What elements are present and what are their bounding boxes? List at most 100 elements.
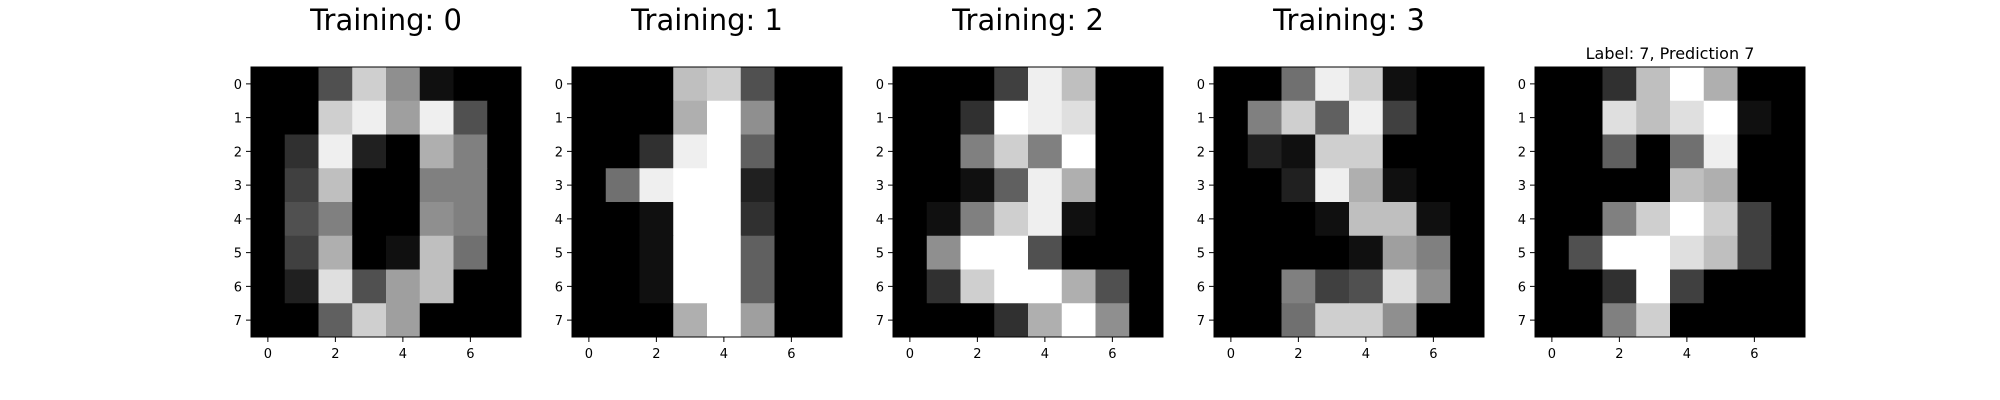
y-tick-label: 7 <box>1197 314 1205 329</box>
heatmap-cell-r0-c7 <box>808 67 843 102</box>
x-tick-label: 6 <box>466 347 474 362</box>
heatmap-cell-r5-c2 <box>1281 235 1316 270</box>
y-tick-label: 0 <box>1518 78 1526 93</box>
x-tick-label: 0 <box>906 347 914 362</box>
heatmap-cell-r4-c4 <box>386 202 421 237</box>
heatmap-cell-r7-c4 <box>1028 303 1063 338</box>
y-tick-label: 1 <box>234 112 242 127</box>
heatmap-cell-r0-c4 <box>386 67 421 102</box>
digit-panel-0: Training: 0 0 1 2 3 4 5 6 7 0 2 4 6 <box>234 3 522 362</box>
heatmap-cell-r7-c0 <box>1214 303 1249 338</box>
heatmap-cell-r1-c7 <box>1771 100 1806 135</box>
heatmap-cell-r2-c7 <box>808 134 843 169</box>
heatmap-cell-r1-c3 <box>1636 100 1671 135</box>
heatmap-cell-r0-c4 <box>1670 67 1705 102</box>
heatmap-cell-r4-c6 <box>1737 202 1772 237</box>
heatmap-cell-r7-c7 <box>487 303 522 338</box>
heatmap-cell-r6-c6 <box>1095 269 1130 304</box>
heatmap-cell-r3-c3 <box>352 168 387 203</box>
heatmap-cell-r5-c7 <box>808 235 843 270</box>
heatmap-cell-r5-c1 <box>1568 235 1603 270</box>
heatmap-cell-r4-c5 <box>1382 202 1417 237</box>
heatmap-cell-r2-c2 <box>1281 134 1316 169</box>
heatmap-cell-r6-c5 <box>1382 269 1417 304</box>
heatmap-cell-r2-c5 <box>1382 134 1417 169</box>
heatmap-cell-r7-c5 <box>419 303 454 338</box>
heatmap-cell-r3-c6 <box>774 168 809 203</box>
heatmap-cell-r0-c7 <box>1129 67 1164 102</box>
heatmap-cell-r5-c2 <box>960 235 995 270</box>
heatmap-cell-r7-c1 <box>605 303 640 338</box>
heatmap-cell-r7-c2 <box>318 303 353 338</box>
heatmap-cell-r2-c7 <box>1450 134 1485 169</box>
heatmap-cell-r4-c2 <box>1602 202 1637 237</box>
x-tick-label: 6 <box>1750 347 1758 362</box>
y-tick-label: 1 <box>1518 112 1526 127</box>
y-tick-label: 3 <box>1518 179 1526 194</box>
panel-title: Training: 1 <box>630 3 783 37</box>
heatmap-cell-r3-c4 <box>1028 168 1063 203</box>
heatmap-cell-r5-c2 <box>639 235 674 270</box>
heatmap-cell-r4-c1 <box>1247 202 1282 237</box>
heatmap-cell-r7-c6 <box>453 303 488 338</box>
heatmap-cell-r2-c6 <box>774 134 809 169</box>
heatmap-cell-r6-c3 <box>352 269 387 304</box>
heatmap-cell-r4-c4 <box>1349 202 1384 237</box>
heatmap-cell-r5-c0 <box>893 235 928 270</box>
heatmap-cells <box>893 67 1164 338</box>
heatmap-cell-r0-c1 <box>605 67 640 102</box>
heatmap-cell-r6-c6 <box>453 269 488 304</box>
y-tick-label: 5 <box>234 247 242 262</box>
axes-frame <box>250 66 522 338</box>
heatmap-cell-r6-c0 <box>893 269 928 304</box>
heatmap-cell-r5-c3 <box>1315 235 1350 270</box>
heatmap-cell-r4-c6 <box>1095 202 1130 237</box>
heatmap-cell-r5-c1 <box>926 235 961 270</box>
heatmap-cell-r7-c4 <box>386 303 421 338</box>
x-tick-label: 4 <box>399 347 407 362</box>
heatmap-cell-r5-c5 <box>1061 235 1096 270</box>
y-tick-label: 7 <box>234 314 242 329</box>
heatmap-cell-r7-c7 <box>1450 303 1485 338</box>
heatmap-cell-r6-c7 <box>1129 269 1164 304</box>
heatmap-cell-r2-c0 <box>572 134 607 169</box>
heatmap-cell-r1-c0 <box>1535 100 1570 135</box>
heatmap-cell-r3-c0 <box>1535 168 1570 203</box>
heatmap-cell-r3-c0 <box>572 168 607 203</box>
heatmap-cell-r5-c3 <box>994 235 1029 270</box>
y-tick-label: 2 <box>234 145 242 160</box>
heatmap-cell-r0-c2 <box>1281 67 1316 102</box>
heatmap-cell-r1-c2 <box>960 100 995 135</box>
heatmap-cell-r1-c5 <box>419 100 454 135</box>
heatmap-cell-r7-c1 <box>1568 303 1603 338</box>
heatmap-cell-r6-c7 <box>1771 269 1806 304</box>
heatmap-cell-r2-c6 <box>1095 134 1130 169</box>
heatmap-cell-r6-c2 <box>1602 269 1637 304</box>
y-tick-label: 4 <box>1197 213 1205 228</box>
heatmap-cell-r7-c3 <box>1315 303 1350 338</box>
heatmap-cell-r6-c5 <box>419 269 454 304</box>
heatmap-cell-r6-c0 <box>1214 269 1249 304</box>
x-tick-label: 2 <box>652 347 660 362</box>
heatmap-cell-r5-c6 <box>453 235 488 270</box>
heatmap-cell-r1-c0 <box>1214 100 1249 135</box>
heatmap-cell-r3-c6 <box>1095 168 1130 203</box>
heatmap-cell-r5-c5 <box>740 235 775 270</box>
heatmap-cell-r3-c7 <box>1129 168 1164 203</box>
heatmap-cell-r2-c3 <box>1315 134 1350 169</box>
heatmap-cell-r6-c4 <box>707 269 742 304</box>
x-tick-label: 2 <box>973 347 981 362</box>
heatmap-cell-r3-c0 <box>251 168 286 203</box>
heatmap-cell-r7-c2 <box>960 303 995 338</box>
heatmap-cell-r0-c4 <box>1349 67 1384 102</box>
heatmap-cell-r1-c2 <box>639 100 674 135</box>
heatmap-cell-r1-c4 <box>1349 100 1384 135</box>
heatmap-cell-r4-c5 <box>740 202 775 237</box>
heatmap-cell-r4-c2 <box>960 202 995 237</box>
heatmap-cell-r6-c4 <box>386 269 421 304</box>
heatmap-cell-r7-c5 <box>1382 303 1417 338</box>
digit-panel-4: Label: 7, Prediction 7 0 1 2 3 4 5 6 7 0 2 4 6 <box>1518 44 1806 362</box>
heatmap-cell-r4-c0 <box>572 202 607 237</box>
axes-frame <box>1213 66 1485 338</box>
